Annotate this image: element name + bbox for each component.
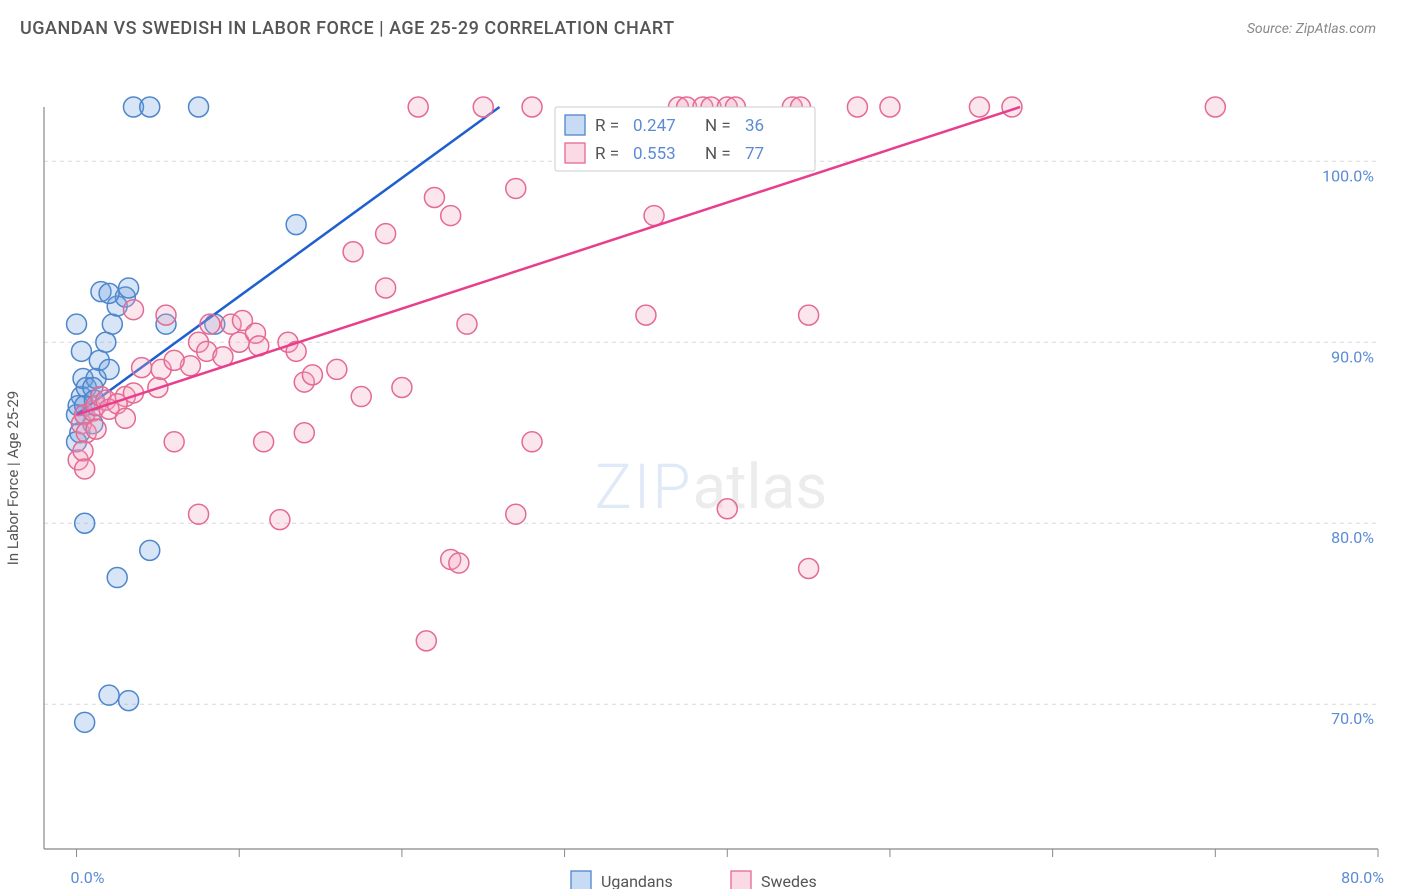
- data-point: [270, 510, 290, 530]
- legend-n-value: 77: [745, 144, 764, 164]
- data-point: [392, 378, 412, 398]
- data-point: [343, 242, 363, 262]
- source-label: Source: ZipAtlas.com: [1247, 21, 1376, 37]
- chart-area: 70.0% 80.0% 90.0% 100.0% 0.0% 80.0% In Labor F…: [0, 49, 1406, 889]
- bottom-legend-swatch: [571, 871, 591, 889]
- data-point: [302, 365, 322, 385]
- data-point: [73, 441, 93, 461]
- data-point: [327, 359, 347, 379]
- legend-swatch: [565, 115, 585, 135]
- data-point: [115, 408, 135, 428]
- data-point: [102, 314, 122, 334]
- data-point: [164, 350, 184, 370]
- legend-r-prefix: R =: [595, 144, 619, 164]
- data-point: [99, 283, 119, 303]
- data-point: [522, 432, 542, 452]
- data-point: [200, 314, 220, 334]
- y-tick-label: 100.0%: [1322, 166, 1374, 185]
- data-point: [424, 187, 444, 207]
- watermark: ZIPatlas: [595, 451, 828, 524]
- data-point: [969, 97, 989, 117]
- bottom-legend-swatch: [731, 871, 751, 889]
- y-tick-label: 70.0%: [1331, 709, 1374, 728]
- data-point: [286, 215, 306, 235]
- data-point: [522, 97, 542, 117]
- data-point: [506, 178, 526, 198]
- y-tick-label: 90.0%: [1331, 347, 1374, 366]
- data-point: [351, 387, 371, 407]
- data-point: [99, 359, 119, 379]
- legend-swatch: [565, 143, 585, 163]
- data-point: [799, 558, 819, 578]
- legend-n-value: 36: [745, 116, 764, 136]
- legend-r-value: 0.247: [633, 116, 676, 136]
- data-point: [441, 206, 461, 226]
- data-point: [416, 631, 436, 651]
- correlation-scatter-chart: 70.0% 80.0% 90.0% 100.0% 0.0% 80.0% In Labor F…: [0, 49, 1406, 889]
- legend-r-value: 0.553: [633, 144, 676, 164]
- data-point: [86, 419, 106, 439]
- bottom-legend-label: Ugandans: [601, 872, 673, 889]
- data-point: [636, 305, 656, 325]
- chart-title: UGANDAN VS SWEDISH IN LABOR FORCE | AGE …: [20, 18, 675, 39]
- x-tick-label: 0.0%: [71, 868, 105, 887]
- data-point: [506, 504, 526, 524]
- data-point: [376, 278, 396, 298]
- x-tick-label: 80.0%: [1341, 868, 1384, 887]
- data-point: [799, 305, 819, 325]
- legend-n-prefix: N =: [705, 144, 731, 164]
- title-bar: UGANDAN VS SWEDISH IN LABOR FORCE | AGE …: [0, 0, 1406, 49]
- data-point: [119, 691, 139, 711]
- legend-box: [555, 107, 815, 171]
- data-point: [449, 553, 469, 573]
- data-point: [140, 540, 160, 560]
- trend-line: [77, 107, 1021, 415]
- data-point: [457, 314, 477, 334]
- data-point: [67, 314, 87, 334]
- data-point: [644, 206, 664, 226]
- legend-n-prefix: N =: [705, 116, 731, 136]
- y-axis-label: In Labor Force | Age 25-29: [4, 391, 22, 565]
- data-point: [847, 97, 867, 117]
- data-point: [164, 432, 184, 452]
- data-point: [156, 305, 176, 325]
- data-point: [107, 568, 127, 588]
- data-point: [717, 499, 737, 519]
- data-point: [189, 504, 209, 524]
- data-point: [123, 300, 143, 320]
- data-point: [75, 513, 95, 533]
- data-point: [75, 459, 95, 479]
- data-point: [119, 278, 139, 298]
- legend-r-prefix: R =: [595, 116, 619, 136]
- data-point: [71, 341, 91, 361]
- y-tick-label: 80.0%: [1331, 528, 1374, 547]
- data-point: [75, 712, 95, 732]
- data-point: [96, 332, 116, 352]
- bottom-legend-label: Swedes: [761, 872, 817, 889]
- data-point: [132, 358, 152, 378]
- data-point: [99, 685, 119, 705]
- data-point: [376, 224, 396, 244]
- data-point: [254, 432, 274, 452]
- data-point: [140, 97, 160, 117]
- data-point: [408, 97, 428, 117]
- data-point: [880, 97, 900, 117]
- data-point: [473, 97, 493, 117]
- data-point: [294, 423, 314, 443]
- data-point: [189, 97, 209, 117]
- data-point: [1205, 97, 1225, 117]
